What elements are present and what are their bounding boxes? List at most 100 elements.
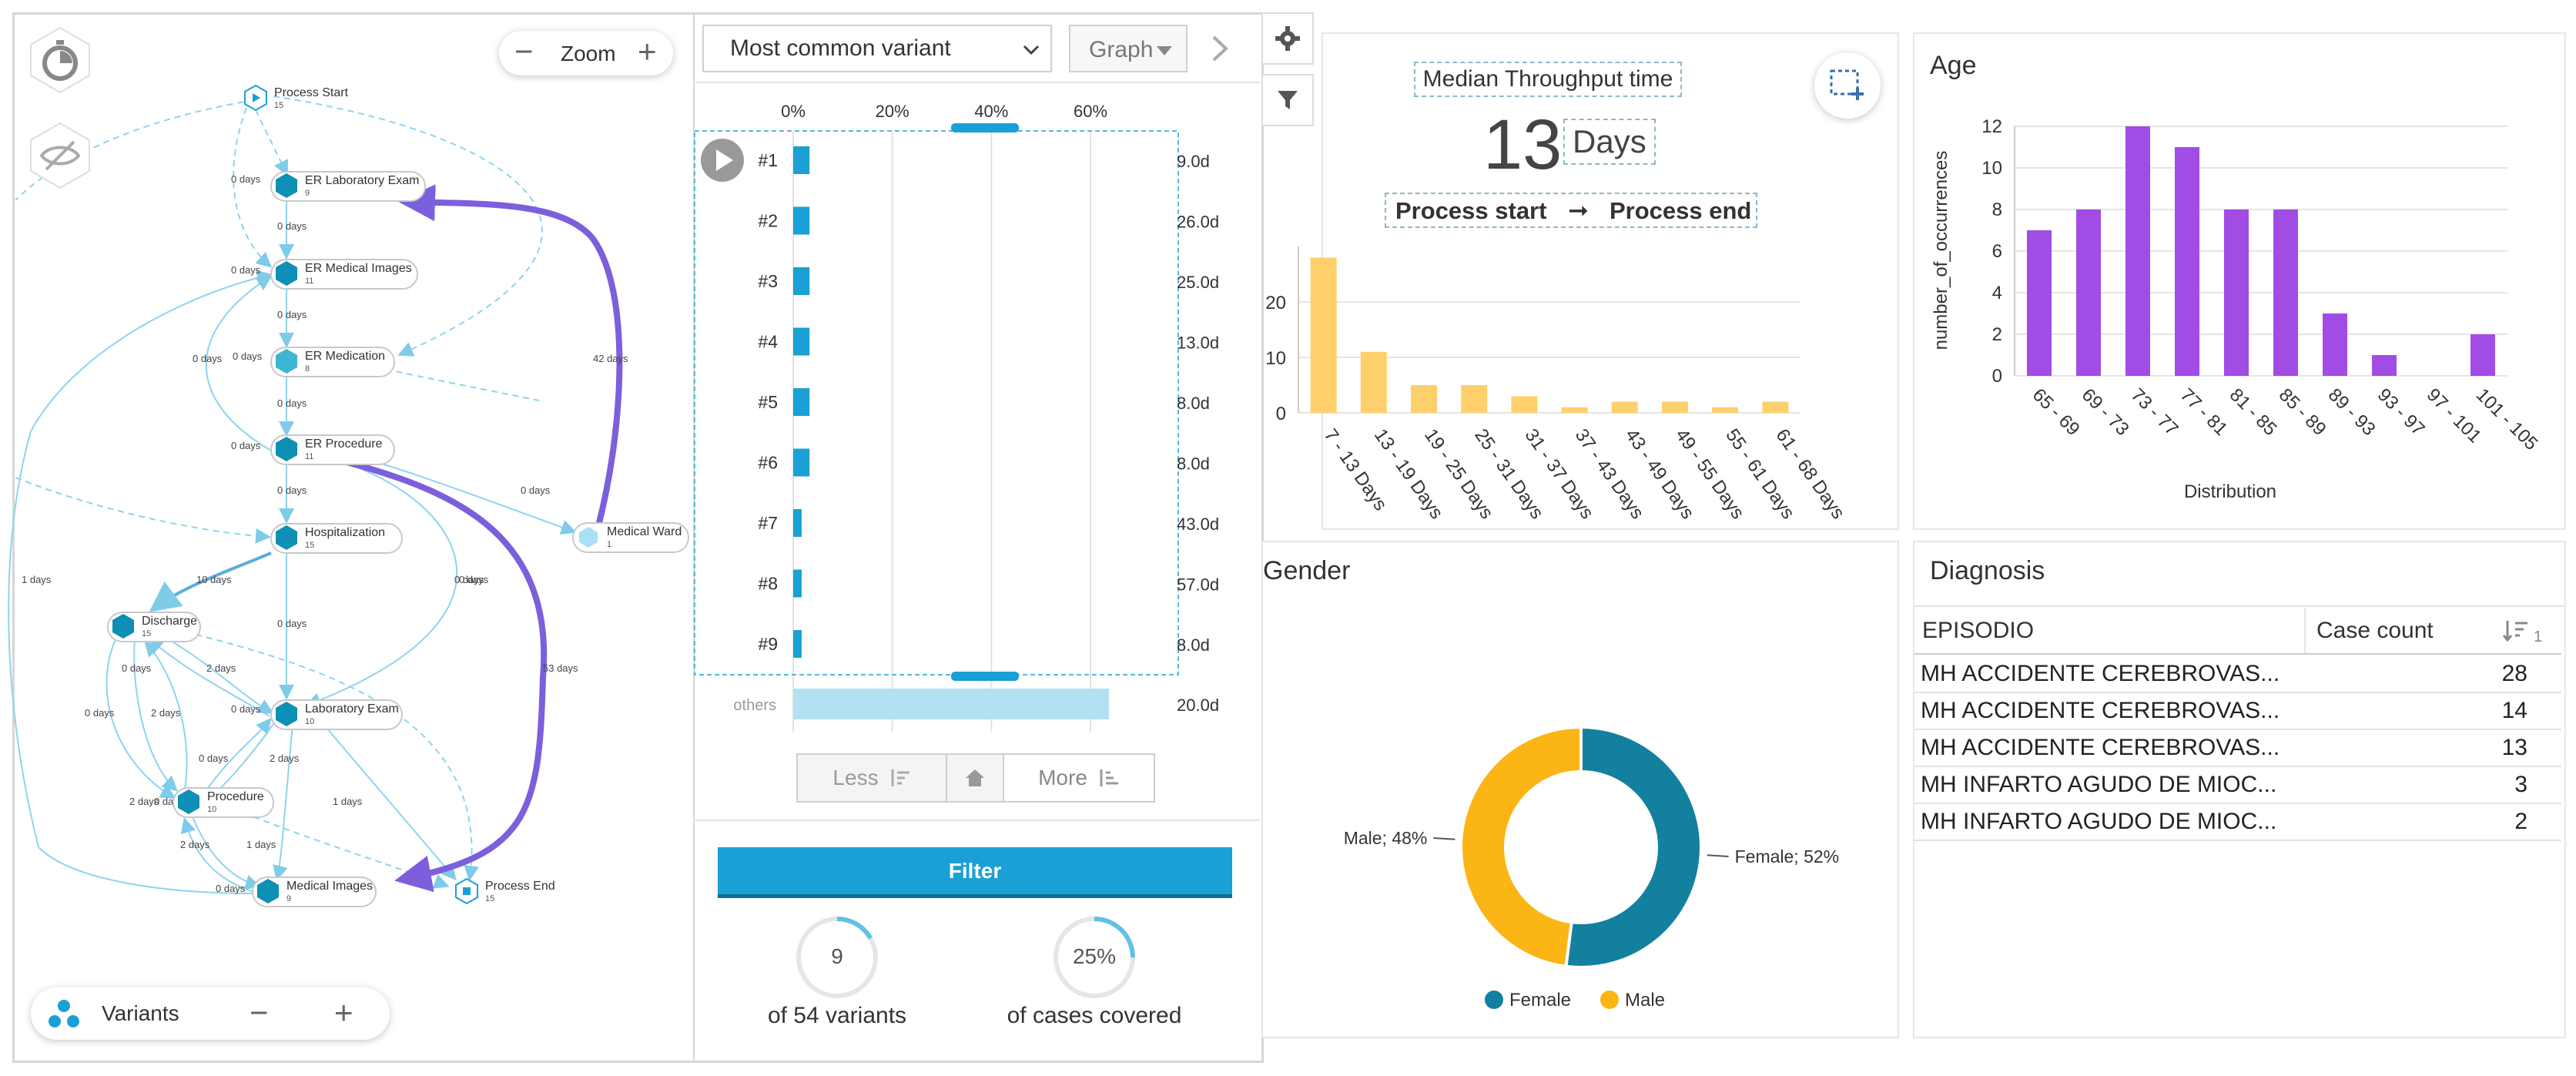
col-header-case-count[interactable]: Case count 1 [2306, 608, 2561, 655]
histogram-bar[interactable] [2224, 210, 2249, 376]
variant-select[interactable]: Most common variant [702, 25, 1052, 72]
variant-bar[interactable] [793, 146, 810, 174]
histogram-bar[interactable] [2323, 313, 2347, 376]
histogram-bar[interactable] [1511, 396, 1538, 413]
edge-label: 0 days [521, 484, 551, 496]
process-node[interactable]: ER Medical Images 11 [270, 259, 418, 290]
add-widget-button[interactable] [1814, 52, 1881, 119]
variant-bar[interactable] [793, 630, 802, 658]
histogram-bar[interactable] [1611, 401, 1638, 413]
selection-handle-top[interactable] [951, 123, 1019, 132]
diagnosis-panel [1913, 541, 2566, 1038]
histogram-bar[interactable] [1411, 385, 1437, 413]
histogram-bar[interactable] [2273, 210, 2298, 376]
histogram-bar[interactable] [1360, 351, 1387, 413]
variant-rank: #1 [758, 150, 778, 170]
case-count-cell: 2 [2514, 809, 2527, 834]
histogram-bar[interactable] [2125, 126, 2150, 376]
edge-label: 0 days [277, 309, 307, 320]
edge-start-end-dash [15, 99, 255, 201]
table-row[interactable]: MH INFARTO AGUDO DE MIOC... 2 [1914, 804, 2561, 841]
less-button[interactable]: Less [798, 755, 947, 801]
play-button[interactable] [701, 139, 744, 182]
node-label: ER Medication [305, 350, 385, 363]
histogram-bar[interactable] [1461, 385, 1488, 413]
histogram-bar[interactable] [1712, 407, 1739, 413]
legend-label[interactable]: Male [1625, 990, 1665, 1011]
case-count-cell: 14 [2501, 698, 2527, 723]
selection-handle-bottom[interactable] [951, 672, 1019, 681]
more-button[interactable]: More [1004, 755, 1154, 801]
variant-bar[interactable] [793, 206, 810, 235]
edge-label: 1 days [246, 839, 276, 850]
cases-pct: 25% [1072, 944, 1117, 968]
donut-slice[interactable] [1459, 725, 1583, 969]
variant-duration: 9.0d [1177, 152, 1210, 171]
edge-label: 0 days [193, 353, 223, 364]
filter-toggle-button[interactable] [1261, 74, 1314, 126]
others-bar[interactable] [793, 689, 1110, 719]
x-axis-label: Distribution [2184, 481, 2276, 502]
edge-label: 0 days [85, 707, 115, 719]
donut-slice[interactable] [1564, 725, 1703, 969]
gender-donut: Female; 52% Male; 48% Female Male [1344, 725, 1839, 1011]
histogram-bar[interactable] [1310, 257, 1337, 413]
variant-bar[interactable] [793, 509, 802, 537]
selection-box[interactable] [694, 130, 1179, 675]
variant-bar[interactable] [793, 388, 810, 416]
process-node[interactable]: Hospitalization 15 [270, 523, 403, 554]
histogram-bar[interactable] [2175, 147, 2199, 376]
variant-bar[interactable] [793, 569, 802, 598]
histogram-bar[interactable] [1762, 401, 1789, 413]
edge-label: 2 days [151, 707, 181, 719]
process-node[interactable]: ER Laboratory Exam 9 [270, 171, 426, 202]
process-node[interactable]: Medical Ward 1 [572, 522, 689, 553]
legend-label[interactable]: Female [1509, 990, 1571, 1011]
zoom-in-button[interactable]: + [638, 33, 657, 69]
settings-button[interactable] [1261, 12, 1314, 65]
variant-bar[interactable] [793, 448, 810, 477]
edge-label: 0 days [231, 173, 261, 185]
variant-bar[interactable] [793, 267, 810, 295]
table-row[interactable]: MH ACCIDENTE CEREBROVAS... 14 [1914, 693, 2561, 730]
histogram-bar[interactable] [2470, 334, 2495, 376]
histogram-bar[interactable] [2076, 210, 2101, 376]
gear-icon [1275, 26, 1300, 51]
filter-button[interactable]: Filter [718, 847, 1232, 898]
table-row[interactable]: MH INFARTO AGUDO DE MIOC... 3 [1914, 767, 2561, 804]
case-count-cell: 13 [2501, 735, 2527, 760]
process-node[interactable]: Procedure 10 [173, 787, 274, 818]
view-select[interactable]: Graph [1069, 25, 1188, 72]
node-count: 9 [305, 189, 310, 198]
timer-button[interactable] [25, 25, 95, 96]
table-row[interactable]: MH ACCIDENTE CEREBROVAS... 28 [1914, 656, 2561, 693]
histogram-bar[interactable] [2372, 355, 2397, 376]
home-button[interactable] [947, 755, 1004, 801]
variant-bar[interactable] [793, 327, 810, 356]
histogram-bar[interactable] [1561, 407, 1588, 413]
case-count-cell: 3 [2514, 772, 2527, 797]
age-title: Age [1930, 51, 1977, 80]
histogram-bar[interactable] [2027, 230, 2052, 376]
variants-increase-button[interactable]: + [334, 994, 353, 1031]
zoom-label: Zoom [561, 42, 616, 65]
case-coverage-gauge [1054, 917, 1135, 998]
col-header-episodio[interactable]: EPISODIO [1914, 608, 2306, 655]
zoom-out-button[interactable]: − [514, 33, 534, 69]
table-row[interactable]: MH ACCIDENTE CEREBROVAS... 13 [1914, 730, 2561, 767]
edge-proc-medimg [192, 816, 261, 890]
process-node[interactable]: Process Start 15 [244, 84, 349, 112]
histogram-bar[interactable] [1662, 401, 1688, 413]
chevron-right-icon[interactable] [1209, 34, 1231, 63]
variants-icon [49, 1000, 79, 1027]
variant-duration: 26.0d [1177, 213, 1219, 232]
visibility-button[interactable] [25, 120, 95, 191]
variants-decrease-button[interactable]: − [250, 994, 269, 1031]
